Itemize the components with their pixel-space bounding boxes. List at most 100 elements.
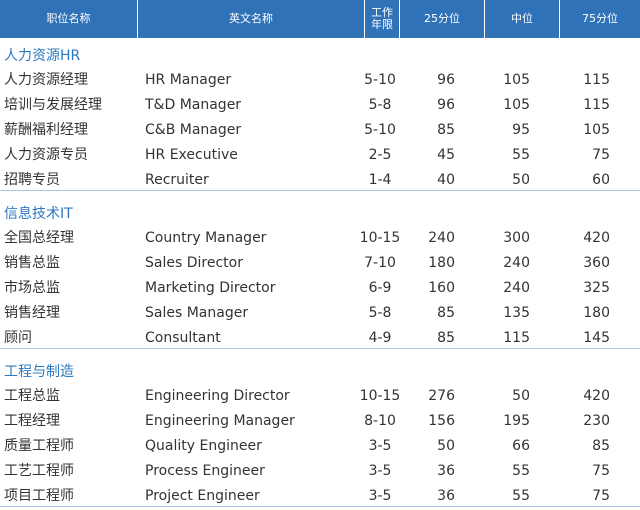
- value-cell: 85: [437, 122, 455, 138]
- value-cell: 96: [437, 97, 455, 113]
- section-divider: [0, 190, 640, 191]
- value-cell: 105: [503, 97, 530, 113]
- value-cell: 50: [512, 172, 530, 188]
- value-cell: 75: [592, 463, 610, 479]
- value-cell: 420: [583, 230, 610, 246]
- value-cell: 10-15: [359, 230, 401, 246]
- value-cell: 6-9: [368, 280, 392, 296]
- value-cell: 50: [437, 438, 455, 454]
- text-cell: T&D Manager: [145, 97, 242, 113]
- text-cell: Process Engineer: [145, 463, 265, 479]
- text-cell: 培训与发展经理: [4, 97, 102, 113]
- value-cell: 10-15: [359, 388, 401, 404]
- text-cell: 人力资源专员: [4, 147, 88, 163]
- value-cell: 55: [512, 463, 530, 479]
- value-cell: 75: [592, 147, 610, 163]
- value-cell: 85: [592, 438, 610, 454]
- value-cell: 85: [437, 330, 455, 346]
- value-cell: 325: [583, 280, 610, 296]
- text-cell: Consultant: [145, 330, 221, 346]
- value-cell: 36: [437, 463, 455, 479]
- value-cell: 156: [428, 413, 455, 429]
- section-title: 工程与制造: [4, 364, 74, 380]
- text-cell: 工程经理: [4, 413, 60, 429]
- value-cell: 95: [512, 122, 530, 138]
- value-cell: 115: [583, 97, 610, 113]
- value-cell: 50: [512, 388, 530, 404]
- value-cell: 420: [583, 388, 610, 404]
- section-title: 人力资源HR: [4, 48, 81, 64]
- value-cell: 115: [583, 72, 610, 88]
- text-cell: 薪酬福利经理: [4, 122, 88, 138]
- value-cell: 240: [503, 255, 530, 271]
- header-cell: 25分位: [400, 0, 485, 38]
- text-cell: Project Engineer: [145, 488, 260, 504]
- section-title: 信息技术IT: [4, 206, 73, 222]
- value-cell: 5-8: [368, 97, 392, 113]
- value-cell: 3-5: [368, 488, 392, 504]
- text-cell: C&B Manager: [145, 122, 242, 138]
- value-cell: 55: [512, 488, 530, 504]
- value-cell: 4-9: [368, 330, 392, 346]
- text-cell: 工程总监: [4, 388, 60, 404]
- value-cell: 105: [503, 72, 530, 88]
- value-cell: 300: [503, 230, 530, 246]
- text-cell: Sales Manager: [145, 305, 249, 321]
- value-cell: 96: [437, 72, 455, 88]
- value-cell: 160: [428, 280, 455, 296]
- value-cell: 5-10: [364, 122, 396, 138]
- value-cell: 240: [428, 230, 455, 246]
- text-cell: 全国总经理: [4, 230, 74, 246]
- text-cell: HR Executive: [145, 147, 238, 163]
- value-cell: 230: [583, 413, 610, 429]
- text-cell: 顾问: [4, 330, 32, 346]
- header-row: 职位名称 英文名称 工作年限 25分位 中位 75分位: [0, 0, 640, 38]
- text-cell: 项目工程师: [4, 488, 74, 504]
- value-cell: 40: [437, 172, 455, 188]
- text-cell: 人力资源经理: [4, 72, 88, 88]
- value-cell: 45: [437, 147, 455, 163]
- value-cell: 55: [512, 147, 530, 163]
- value-cell: 240: [503, 280, 530, 296]
- value-cell: 105: [583, 122, 610, 138]
- text-cell: Recruiter: [145, 172, 209, 188]
- value-cell: 1-4: [368, 172, 392, 188]
- header-cell: 75分位: [582, 12, 618, 25]
- value-cell: 145: [583, 330, 610, 346]
- text-cell: Quality Engineer: [145, 438, 262, 454]
- section-divider: [0, 506, 640, 507]
- value-cell: 8-10: [364, 413, 396, 429]
- text-cell: Country Manager: [145, 230, 267, 246]
- text-cell: Engineering Director: [145, 388, 290, 404]
- header-cell: 工作年限: [365, 0, 400, 38]
- value-cell: 195: [503, 413, 530, 429]
- text-cell: Marketing Director: [145, 280, 276, 296]
- header-cell: 英文名称: [138, 0, 365, 38]
- text-cell: 销售经理: [4, 305, 60, 321]
- value-cell: 5-8: [368, 305, 392, 321]
- value-cell: 85: [437, 305, 455, 321]
- value-cell: 5-10: [364, 72, 396, 88]
- text-cell: 质量工程师: [4, 438, 74, 454]
- header-cell: 职位名称: [0, 0, 138, 38]
- value-cell: 180: [428, 255, 455, 271]
- value-cell: 3-5: [368, 438, 392, 454]
- text-cell: HR Manager: [145, 72, 232, 88]
- value-cell: 60: [592, 172, 610, 188]
- value-cell: 135: [503, 305, 530, 321]
- value-cell: 75: [592, 488, 610, 504]
- text-cell: Engineering Manager: [145, 413, 295, 429]
- text-cell: 销售总监: [4, 255, 60, 271]
- value-cell: 360: [583, 255, 610, 271]
- value-cell: 7-10: [364, 255, 396, 271]
- value-cell: 276: [428, 388, 455, 404]
- text-cell: 工艺工程师: [4, 463, 74, 479]
- value-cell: 180: [583, 305, 610, 321]
- value-cell: 2-5: [368, 147, 392, 163]
- section-divider: [0, 348, 640, 349]
- value-cell: 3-5: [368, 463, 392, 479]
- text-cell: 招聘专员: [4, 172, 60, 188]
- text-cell: 市场总监: [4, 280, 60, 296]
- value-cell: 115: [503, 330, 530, 346]
- text-cell: Sales Director: [145, 255, 243, 271]
